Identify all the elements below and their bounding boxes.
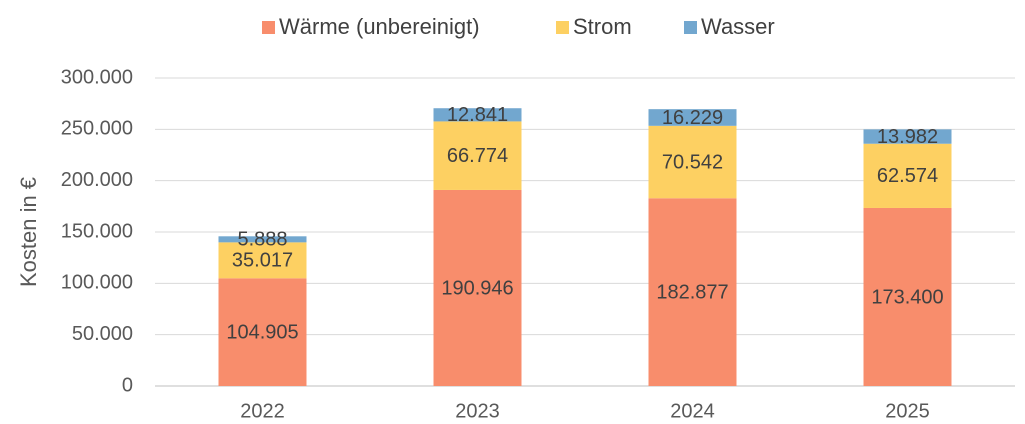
bar-segment bbox=[863, 207, 952, 386]
bar-segment bbox=[648, 125, 737, 199]
bar-segment bbox=[863, 143, 952, 208]
legend-label: Strom bbox=[573, 14, 632, 39]
bar-segment bbox=[218, 242, 307, 279]
value-label: 173.400 bbox=[871, 286, 943, 308]
value-label: 5.888 bbox=[237, 229, 287, 251]
value-label: 182.877 bbox=[656, 281, 728, 303]
y-tick-label: 50.000 bbox=[72, 323, 133, 345]
value-label: 104.905 bbox=[226, 321, 298, 343]
bar-segment bbox=[863, 129, 952, 144]
x-tick-label: 2023 bbox=[455, 400, 500, 422]
value-label: 12.841 bbox=[447, 104, 508, 126]
y-tick-label: 150.000 bbox=[61, 220, 133, 242]
legend-swatch bbox=[556, 21, 569, 34]
bar-segment bbox=[433, 121, 522, 190]
x-tick-label: 2024 bbox=[670, 400, 715, 422]
bar-segment bbox=[218, 278, 307, 386]
value-label: 35.017 bbox=[232, 250, 293, 272]
y-tick-label: 100.000 bbox=[61, 272, 133, 294]
value-label: 13.982 bbox=[877, 126, 938, 148]
y-tick-label: 0 bbox=[122, 374, 133, 396]
value-label: 190.946 bbox=[441, 277, 513, 299]
legend-swatch bbox=[684, 21, 697, 34]
bar-segment bbox=[648, 198, 737, 386]
value-label: 16.229 bbox=[662, 107, 723, 129]
value-label: 62.574 bbox=[877, 165, 938, 187]
value-label: 70.542 bbox=[662, 151, 723, 173]
y-tick-label: 250.000 bbox=[61, 118, 133, 140]
bar-segment bbox=[433, 189, 522, 386]
bar-segment bbox=[648, 109, 737, 126]
x-tick-label: 2022 bbox=[240, 400, 285, 422]
bar-segment bbox=[218, 236, 307, 243]
bar-segment bbox=[433, 108, 522, 122]
y-axis-label: Kosten in € bbox=[16, 177, 41, 287]
x-tick-label: 2025 bbox=[885, 400, 930, 422]
y-tick-label: 200.000 bbox=[61, 169, 133, 191]
legend-label: Wärme (unbereinigt) bbox=[279, 14, 480, 39]
legend-label: Wasser bbox=[701, 14, 775, 39]
y-tick-label: 300.000 bbox=[61, 66, 133, 88]
value-label: 66.774 bbox=[447, 145, 508, 167]
legend-swatch bbox=[262, 21, 275, 34]
